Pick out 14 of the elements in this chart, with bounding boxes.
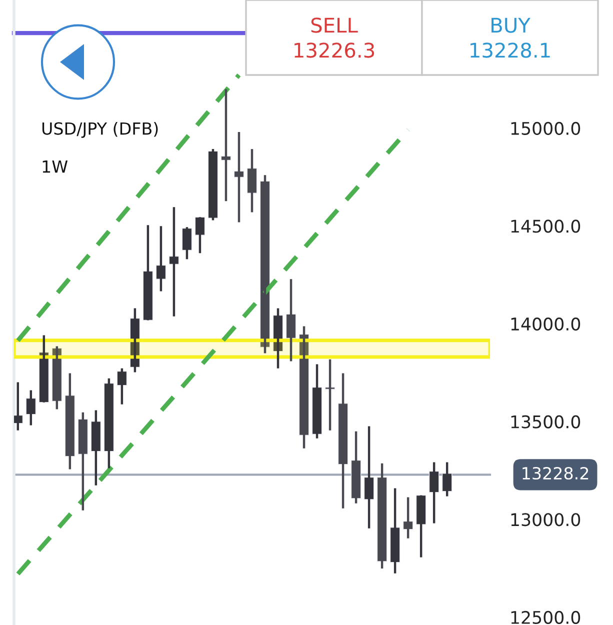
- annotation: 13226.3: [294, 42, 374, 58]
- y-tick-label: 13000.0: [511, 513, 580, 526]
- annotation: SELL: [311, 18, 358, 33]
- y-tick-label: 14500.0: [511, 220, 580, 233]
- y-tick-label: 13500.0: [511, 415, 580, 428]
- line-series: [16, 72, 242, 343]
- y-tick-label: 15000.0: [511, 122, 580, 135]
- y-tick-label: 14000.0: [511, 317, 580, 331]
- text: USD/JPY (DFB): [42, 122, 158, 138]
- text: 1W: [42, 160, 68, 173]
- text: 13228.1: [470, 42, 550, 58]
- y-tick-label: 12500.0: [511, 610, 580, 624]
- text: BUY: [492, 18, 530, 33]
- ref-line-label: 13228.2: [522, 466, 588, 480]
